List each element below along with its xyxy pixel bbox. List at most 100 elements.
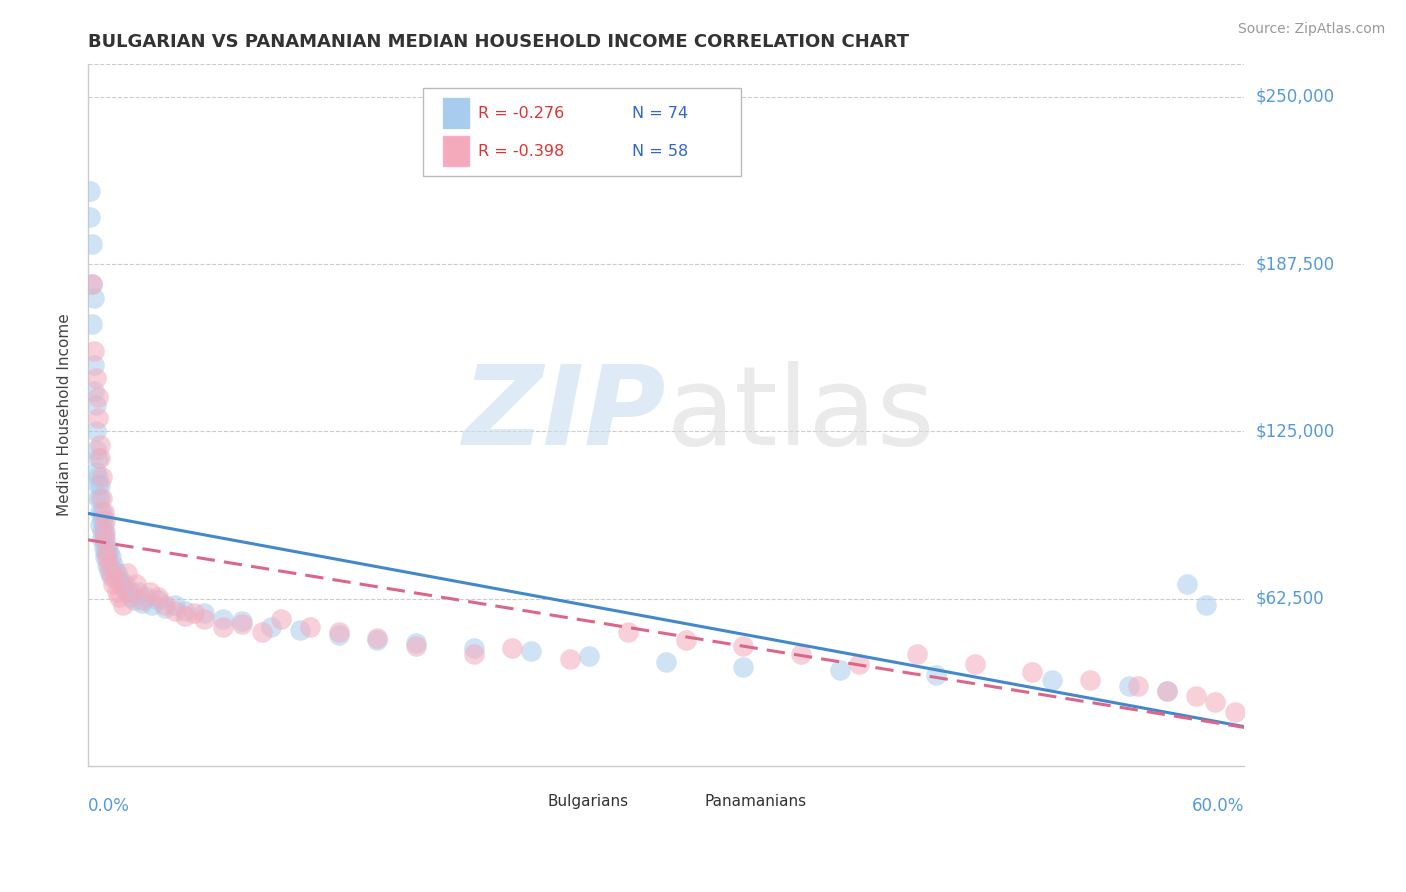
Point: [925, 668, 948, 682]
Point: [616, 625, 638, 640]
Text: $62,500: $62,500: [1256, 590, 1324, 607]
Point: [94, 550, 117, 565]
Point: [463, 647, 485, 661]
Point: [89, 451, 111, 466]
Point: [115, 566, 138, 581]
Point: [115, 585, 138, 599]
Point: [83, 358, 105, 372]
Point: [1156, 684, 1178, 698]
Point: [108, 572, 131, 586]
FancyBboxPatch shape: [516, 789, 541, 815]
Point: [87, 478, 110, 492]
Point: [135, 591, 157, 605]
Text: Source: ZipAtlas.com: Source: ZipAtlas.com: [1237, 22, 1385, 37]
Point: [103, 558, 125, 573]
Point: [146, 591, 169, 605]
Point: [146, 593, 169, 607]
Point: [93, 524, 115, 538]
Point: [94, 545, 117, 559]
Text: R = -0.276: R = -0.276: [478, 106, 564, 120]
Point: [87, 491, 110, 506]
Point: [90, 505, 112, 519]
Point: [1175, 577, 1198, 591]
Point: [98, 545, 121, 559]
Point: [131, 596, 153, 610]
Point: [87, 451, 110, 466]
Point: [1040, 673, 1063, 688]
Y-axis label: Median Household Income: Median Household Income: [58, 313, 72, 516]
Point: [1223, 706, 1246, 720]
Point: [655, 655, 678, 669]
Point: [139, 585, 162, 599]
Point: [111, 599, 134, 613]
Point: [120, 591, 142, 605]
Point: [120, 585, 142, 599]
Point: [558, 652, 581, 666]
Point: [131, 593, 153, 607]
Point: [93, 540, 115, 554]
Text: 0.0%: 0.0%: [89, 797, 129, 814]
Text: atlas: atlas: [666, 361, 935, 468]
Point: [98, 558, 121, 573]
Point: [84, 425, 107, 439]
Point: [463, 641, 485, 656]
Point: [110, 577, 132, 591]
Point: [84, 465, 107, 479]
Point: [100, 550, 122, 565]
Point: [193, 612, 215, 626]
Point: [84, 398, 107, 412]
Point: [108, 591, 131, 605]
Point: [114, 577, 136, 591]
Point: [87, 390, 110, 404]
Point: [270, 612, 292, 626]
Point: [163, 599, 186, 613]
Point: [80, 277, 103, 292]
Point: [405, 636, 427, 650]
Text: BULGARIAN VS PANAMANIAN MEDIAN HOUSEHOLD INCOME CORRELATION CHART: BULGARIAN VS PANAMANIAN MEDIAN HOUSEHOLD…: [89, 33, 910, 51]
Point: [173, 604, 195, 618]
Text: N = 58: N = 58: [631, 144, 688, 159]
Point: [733, 660, 755, 674]
Point: [79, 184, 101, 198]
Point: [105, 566, 128, 581]
Point: [260, 620, 283, 634]
Point: [96, 550, 118, 565]
Point: [100, 566, 122, 581]
Point: [212, 620, 235, 634]
Point: [90, 491, 112, 506]
Point: [828, 663, 851, 677]
Point: [111, 580, 134, 594]
Point: [405, 639, 427, 653]
Point: [89, 438, 111, 452]
Point: [89, 505, 111, 519]
Point: [366, 631, 388, 645]
Point: [733, 639, 755, 653]
Point: [212, 612, 235, 626]
Point: [93, 505, 115, 519]
Point: [94, 526, 117, 541]
Point: [124, 593, 146, 607]
Point: [93, 518, 115, 533]
Point: [103, 577, 125, 591]
Point: [96, 540, 118, 554]
Point: [1078, 673, 1101, 688]
Point: [98, 564, 121, 578]
Point: [104, 572, 127, 586]
Point: [173, 609, 195, 624]
Point: [94, 532, 117, 546]
FancyBboxPatch shape: [672, 789, 697, 815]
Point: [79, 211, 101, 225]
Point: [501, 641, 523, 656]
Point: [93, 532, 115, 546]
Point: [675, 633, 697, 648]
Point: [83, 291, 105, 305]
Point: [231, 617, 253, 632]
Point: [366, 633, 388, 648]
Point: [100, 569, 122, 583]
Text: $125,000: $125,000: [1256, 423, 1334, 441]
Point: [250, 625, 273, 640]
Text: 60.0%: 60.0%: [1192, 797, 1244, 814]
Point: [90, 524, 112, 538]
FancyBboxPatch shape: [443, 98, 468, 128]
Point: [127, 585, 149, 599]
